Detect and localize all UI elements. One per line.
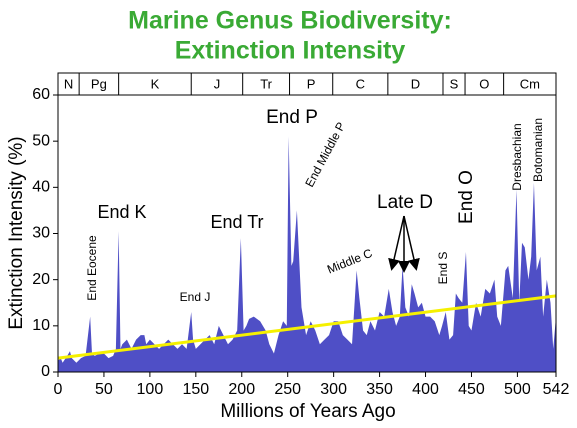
late-d-arrows — [388, 215, 420, 273]
area — [58, 136, 556, 372]
chart-title: Marine Genus Biodiversity: — [128, 7, 452, 35]
period-label: O — [479, 76, 489, 91]
period-label: K — [151, 76, 160, 91]
x-tick-label: 200 — [228, 381, 255, 398]
chart-title: Extinction Intensity — [175, 37, 406, 65]
y-tick-label: 60 — [32, 86, 50, 103]
annotation: Middle C — [325, 246, 374, 277]
annotation: End O — [456, 170, 477, 224]
annotation: Late D — [377, 192, 433, 213]
x-tick-label: 50 — [95, 381, 113, 398]
period-label: P — [307, 76, 316, 91]
annotation: End Tr — [210, 212, 263, 232]
x-tick-label: 100 — [137, 381, 164, 398]
x-tick-label: 250 — [274, 381, 301, 398]
y-tick-label: 20 — [32, 271, 50, 288]
period-label: S — [450, 76, 459, 91]
y-axis-label: Extinction Intensity (%) — [6, 136, 27, 329]
annotation: End S — [436, 252, 450, 285]
period-label: N — [64, 76, 73, 91]
annotation: End K — [97, 202, 146, 222]
annotation: End J — [180, 290, 211, 304]
period-label: C — [356, 76, 365, 91]
x-tick-label: 450 — [458, 381, 485, 398]
period-label: D — [411, 76, 420, 91]
y-tick-label: 50 — [32, 132, 50, 149]
x-axis-label: Millions of Years Ago — [220, 401, 395, 422]
trend-line — [57, 294, 557, 360]
x-tick-label: 500 — [504, 381, 531, 398]
x-tick-label: 150 — [182, 381, 209, 398]
period-band — [57, 72, 557, 96]
annotation: Botomanian — [531, 118, 545, 182]
annotation: End Eocene — [85, 235, 99, 301]
annotation: End Middle P — [302, 120, 348, 190]
y-tick-label: 10 — [32, 317, 50, 334]
y-tick-label: 40 — [32, 179, 50, 196]
period-label: Tr — [260, 76, 272, 91]
x-tick-label: 542 — [543, 381, 570, 398]
x-tick-label: 350 — [366, 381, 393, 398]
x-tick-label: 300 — [320, 381, 347, 398]
x-tick-label: 400 — [412, 381, 439, 398]
y-tick-label: 30 — [32, 225, 50, 242]
period-label: Cm — [520, 76, 540, 91]
annotation: End P — [266, 107, 318, 128]
y-tick-label: 0 — [41, 363, 50, 380]
period-label: J — [214, 76, 221, 91]
x-tick-label: 0 — [54, 381, 63, 398]
annotation: Dresbachian — [510, 123, 524, 190]
period-label: Pg — [91, 76, 107, 91]
